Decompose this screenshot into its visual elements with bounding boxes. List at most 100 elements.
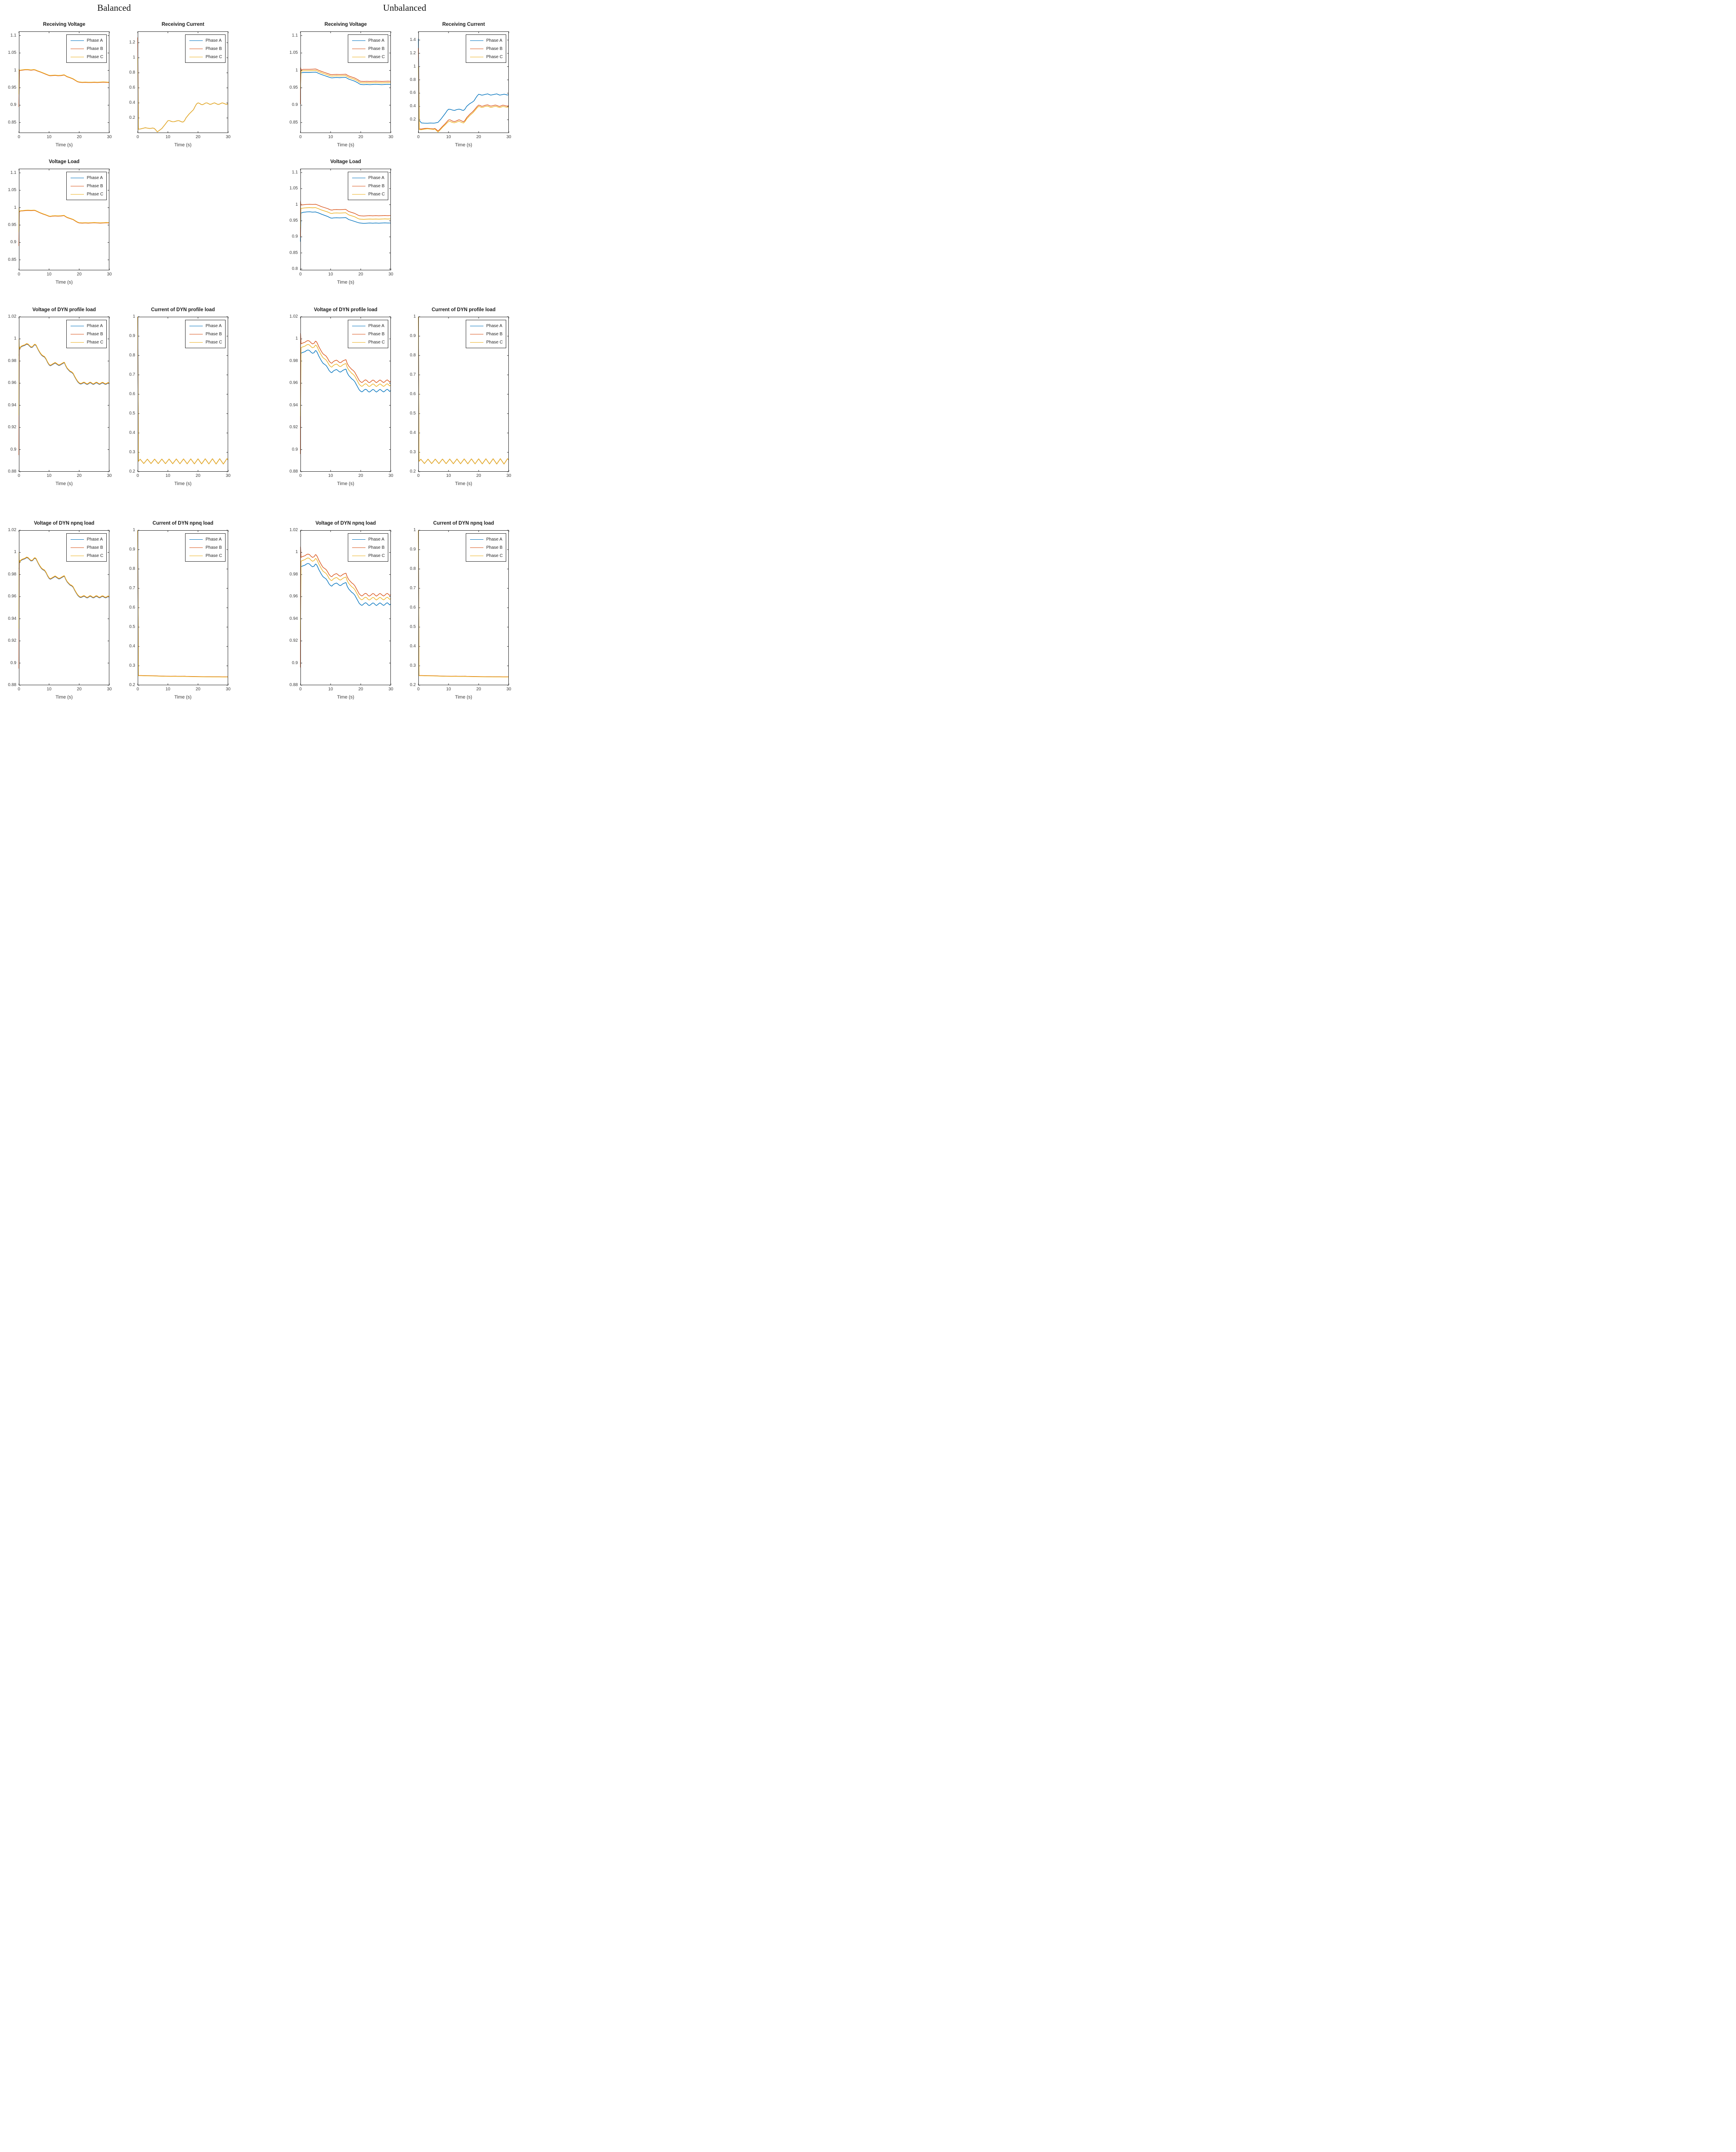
axes-frame [300,530,391,685]
legend-entry-label: Phase C [486,553,503,558]
legend-entry-label: Phase C [368,340,385,345]
legend-entry: Phase B [352,544,385,551]
legend: Phase A Phase B Phase C [347,533,388,562]
plot-title: Receiving Voltage [43,22,86,27]
axes-frame [418,530,509,685]
series-line-phase-b [19,557,110,669]
legend-entry-label: Phase B [368,183,385,189]
y-tick-label: 1.2 [410,50,416,56]
series-line-phase-a [300,71,391,85]
y-tick-label: 0.85 [289,120,298,125]
x-tick-label: 10 [446,473,451,478]
y-tick-label: 0.7 [410,586,416,591]
legend-entry: Phase B [470,331,503,337]
x-tick-label: 30 [107,687,112,692]
y-tick-label: 0.88 [8,469,16,474]
x-tick-label: 0 [299,473,302,478]
legend: Phase A Phase B Phase C [66,320,107,348]
y-tick-label: 0.6 [410,90,416,96]
legend-entry-label: Phase C [486,340,503,345]
legend-line-sample-phase-a [189,539,203,540]
x-tick-label: 20 [195,687,201,692]
axes-frame [19,530,109,685]
y-tick-label: 1.1 [10,170,16,175]
y-tick-label: 1 [295,336,298,341]
plot-title: Voltage of DYN npnq load [34,521,95,526]
series-line-phase-c [19,68,110,95]
legend-line-sample-phase-c [189,342,203,343]
x-tick-label: 10 [328,272,333,277]
legend-entry: Phase B [70,45,103,52]
axes-frame [418,31,509,133]
legend-entry: Phase A [352,322,385,329]
legend-entry-label: Phase A [87,38,103,43]
legend-entry: Phase C [70,552,103,559]
legend-entry: Phase A [470,322,503,329]
series-line-phase-b [418,48,509,132]
legend-entry: Phase B [70,331,103,337]
x-tick-label: 0 [417,473,420,478]
plot-title: Current of DYN npnq load [152,521,214,526]
legend-entry-label: Phase A [368,323,384,328]
series-line-phase-c [137,58,229,133]
legend-entry: Phase C [70,339,103,346]
legend: Phase A Phase B Phase C [465,34,506,63]
x-axis-label: Time (s) [337,142,354,148]
y-tick-label: 0.2 [410,469,416,474]
y-tick-label: 0.96 [8,594,16,599]
legend-entry-label: Phase B [205,46,222,51]
y-tick-label: 0.95 [8,222,16,227]
y-tick-label: 0.9 [292,234,298,239]
series-line-phase-c [418,530,509,677]
plot-unbalanced-voltage-dyn-npnq: Voltage of DYN npnq load 0.88 0.9 0.92 0.94 0… [282,516,396,707]
legend-entry-label: Phase B [486,331,503,337]
y-tick-label: 1 [413,64,416,69]
y-tick-label: 1 [14,336,16,341]
legend: Phase A Phase B Phase C [185,34,226,63]
y-tick-label: 1.05 [289,186,298,191]
series-line-phase-c [300,207,391,227]
series-line-phase-a [138,102,229,133]
x-tick-label: 30 [226,687,231,692]
legend-entry: Phase A [70,174,103,181]
legend: Phase A Phase B Phase C [185,533,226,562]
y-tick-label: 1 [413,314,416,319]
x-tick-label: 10 [46,473,52,478]
series-line-phase-a [19,69,110,83]
legend-line-sample-phase-a [70,539,84,540]
y-tick-label: 0.5 [129,625,135,629]
y-tick-label: 0.94 [8,402,16,408]
legend-line-sample-phase-a [189,40,203,41]
y-tick-label: 0.9 [410,334,416,338]
y-tick-label: 0.4 [129,644,135,649]
y-tick-label: 0.96 [289,380,298,386]
legend-entry: Phase C [189,53,222,60]
legend-entry: Phase A [352,536,385,543]
x-tick-label: 30 [388,687,393,692]
y-tick-label: 0.9 [10,102,16,108]
x-tick-label: 30 [388,272,393,277]
legend-entry: Phase C [470,339,503,346]
series-line-phase-c [300,557,391,630]
legend: Phase A Phase B Phase C [347,172,388,200]
y-tick-label: 0.6 [129,605,135,610]
legend-entry: Phase C [470,552,503,559]
x-tick-label: 20 [77,135,82,139]
axes-frame [300,317,391,472]
x-tick-label: 20 [358,473,363,478]
plot-balanced-voltage-dyn-profile: Voltage of DYN profile load 0.88 0.9 0.92 0.… [0,302,114,493]
y-tick-label: 1.05 [8,188,16,193]
y-tick-label: 0.95 [8,85,16,90]
plot-balanced-voltage-dyn-npnq: Voltage of DYN npnq load 0.88 0.9 0.92 0.94 0… [0,516,114,707]
y-tick-label: 0.92 [8,425,16,430]
legend-entry: Phase C [352,552,385,559]
y-tick-label: 0.8 [410,77,416,82]
x-tick-label: 30 [506,687,511,692]
axes-frame [138,317,228,472]
legend-entry-label: Phase C [87,340,103,345]
y-tick-label: 1 [295,550,298,555]
y-tick-label: 1 [14,205,16,210]
x-tick-label: 30 [506,473,511,478]
plot-title: Voltage of DYN profile load [32,307,96,312]
y-tick-label: 0.92 [289,638,298,643]
